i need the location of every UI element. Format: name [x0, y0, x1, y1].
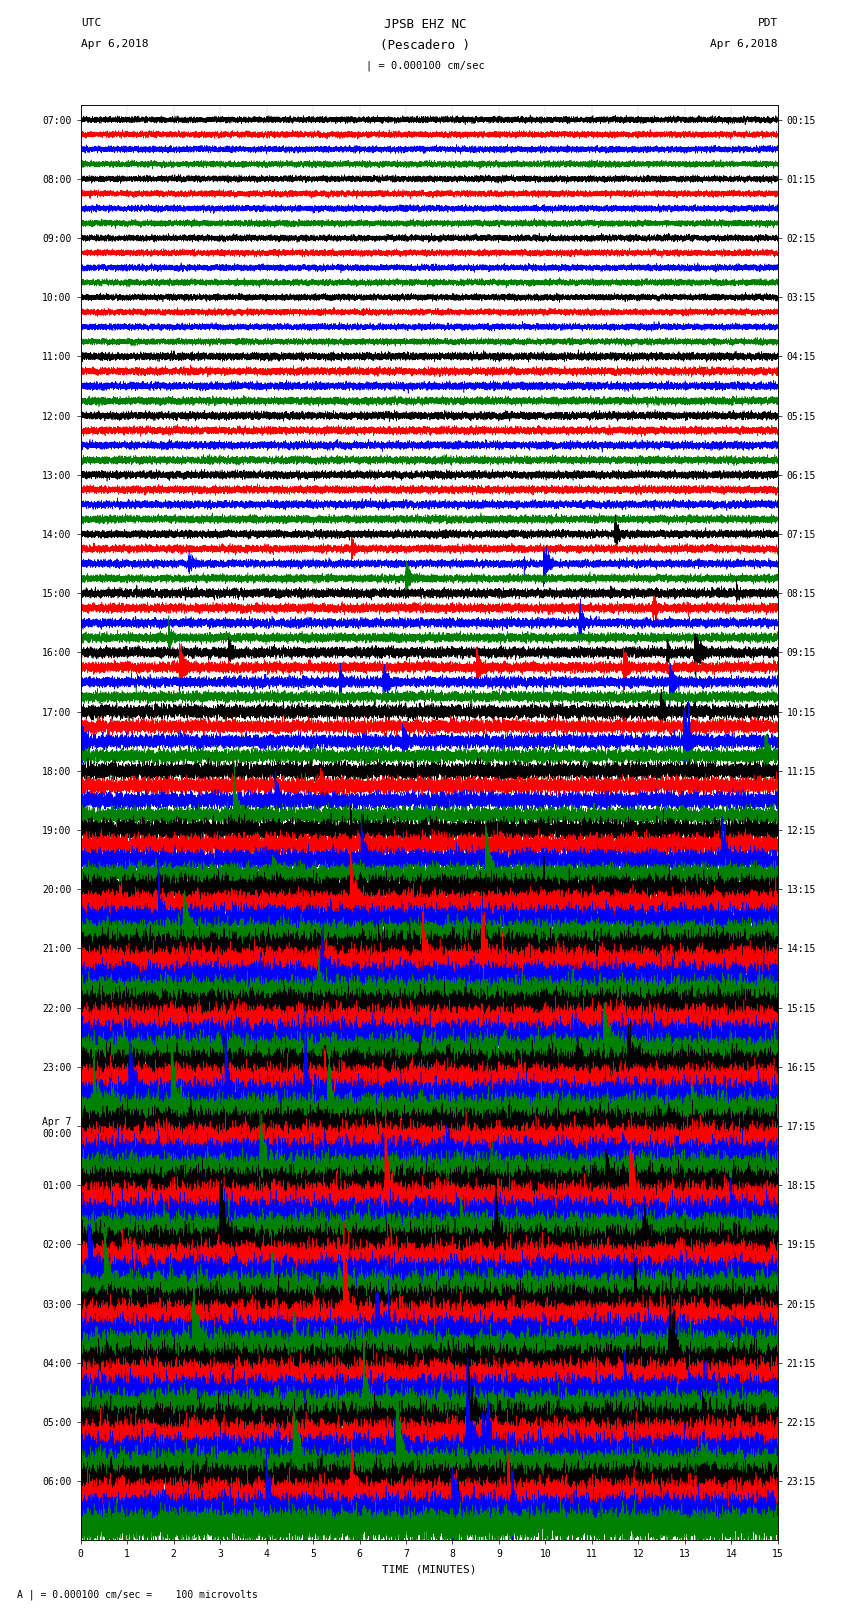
Text: PDT: PDT [757, 18, 778, 27]
Text: (Pescadero ): (Pescadero ) [380, 39, 470, 52]
Text: | = 0.000100 cm/sec: | = 0.000100 cm/sec [366, 60, 484, 71]
Text: UTC: UTC [81, 18, 101, 27]
Text: Apr 6,2018: Apr 6,2018 [81, 39, 148, 48]
Text: A | = 0.000100 cm/sec =    100 microvolts: A | = 0.000100 cm/sec = 100 microvolts [17, 1589, 258, 1600]
X-axis label: TIME (MINUTES): TIME (MINUTES) [382, 1565, 477, 1574]
Text: JPSB EHZ NC: JPSB EHZ NC [383, 18, 467, 31]
Text: Apr 6,2018: Apr 6,2018 [711, 39, 778, 48]
